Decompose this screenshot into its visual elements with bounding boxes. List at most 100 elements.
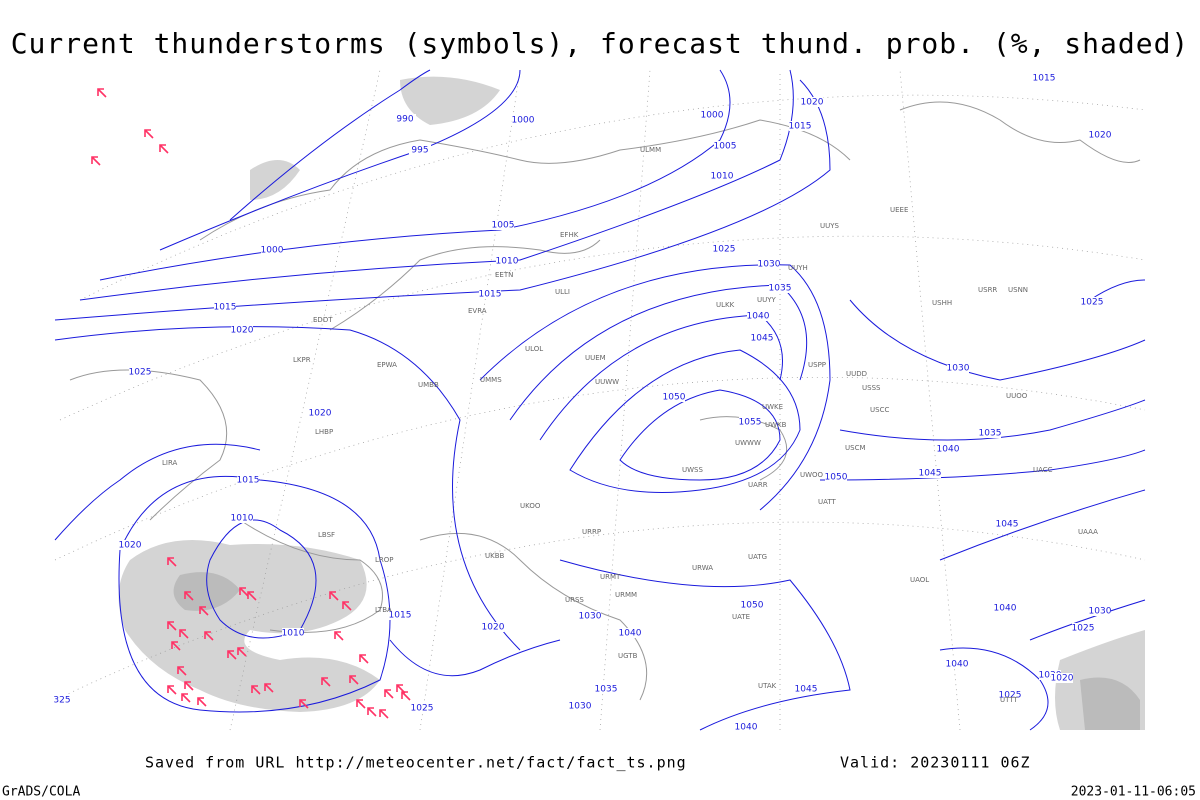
label-backdrop xyxy=(747,311,769,321)
thunderstorm-symbol xyxy=(144,129,154,139)
valid-time: Valid: 20230111 06Z xyxy=(840,754,1031,772)
station-label: UMBB xyxy=(418,381,439,389)
station-label: UUYY xyxy=(757,296,777,304)
thunderstorm-symbol xyxy=(227,650,237,660)
isobar xyxy=(839,399,1146,441)
grid-line xyxy=(899,69,961,731)
thunderstorm-symbol xyxy=(239,587,249,597)
thunderstorm-symbol xyxy=(181,693,191,703)
label-backdrop xyxy=(231,513,253,523)
label-backdrop xyxy=(411,703,433,713)
station-label: UWKB xyxy=(765,421,787,429)
isobar-label: 1025 xyxy=(713,245,736,255)
isobar-label: 1000 xyxy=(261,246,284,256)
station-label: EETN xyxy=(495,271,513,279)
station-label: UACC xyxy=(1033,466,1053,474)
isobar xyxy=(206,519,317,639)
label-backdrop xyxy=(1089,130,1111,140)
isobar-label: 1040 xyxy=(619,629,642,639)
label-backdrop xyxy=(214,302,236,312)
map-title: Current thunderstorms (symbols), forecas… xyxy=(11,27,1190,60)
isobar-label: 1030 xyxy=(1089,607,1112,617)
station-label: UARR xyxy=(748,481,768,489)
label-backdrop xyxy=(946,659,968,669)
label-backdrop xyxy=(479,289,501,299)
isobar-label: 1030 xyxy=(758,260,781,270)
station-label: LKPR xyxy=(293,356,311,364)
station-label: EVRA xyxy=(468,307,487,315)
isobar-label: 1015 xyxy=(789,122,812,132)
isobar-label: 1030 xyxy=(1039,671,1062,681)
coastlines xyxy=(69,101,1141,701)
isobar-label: 1025 xyxy=(1072,624,1095,634)
label-backdrop xyxy=(261,245,283,255)
isobar-label: 1025 xyxy=(1081,298,1104,308)
isobar-label: 1015 xyxy=(1033,74,1056,84)
isobar xyxy=(118,475,391,713)
station-label: UUOO xyxy=(1006,392,1028,400)
isobar-label: 1025 xyxy=(411,704,434,714)
station-labels: ULMM ULLI ULOL UUEM UUWW UUYY UUYH ULKK UUYS USSS… xyxy=(162,146,1098,704)
isobar-label: 1025 xyxy=(129,368,152,378)
isobar xyxy=(849,299,1146,381)
isobar-label: 1030 xyxy=(579,612,602,622)
isobar-label: 1015 xyxy=(214,303,237,313)
thunderstorm-symbol xyxy=(342,601,352,611)
station-label: USCC xyxy=(870,406,889,414)
label-backdrop xyxy=(979,428,1001,438)
label-backdrop xyxy=(492,220,514,230)
isobar-label: 1015 xyxy=(237,476,260,486)
thunderstorm-symbol xyxy=(359,654,369,664)
shade xyxy=(400,76,500,125)
isobar-label: 1040 xyxy=(946,660,969,670)
isobar-label: 1020 xyxy=(1051,674,1074,684)
isobar-label: 1050 xyxy=(663,393,686,403)
station-label: UUWW xyxy=(595,378,619,386)
station-label: UWKE xyxy=(762,403,783,411)
label-backdrop xyxy=(701,110,723,120)
isobar xyxy=(54,79,831,321)
isobar-label: 990 xyxy=(396,115,413,125)
isobar-label: 1005 xyxy=(714,142,737,152)
isobar-label: 1015 xyxy=(389,611,412,621)
thunderstorm-symbol xyxy=(159,144,169,154)
station-label: USHH xyxy=(932,299,952,307)
isobar-label: 1020 xyxy=(309,409,332,419)
isobar-label: 1020 xyxy=(801,98,824,108)
station-label: UATE xyxy=(732,613,750,621)
isobar xyxy=(389,639,561,677)
label-backdrop xyxy=(919,468,941,478)
label-backdrop xyxy=(999,690,1021,700)
isobar-label: 1040 xyxy=(994,604,1017,614)
thunderstorm-symbol xyxy=(379,709,389,719)
isobar xyxy=(79,69,794,301)
station-label: ULKK xyxy=(716,301,735,309)
shade xyxy=(250,160,300,200)
isobar-label: 1035 xyxy=(979,429,1002,439)
thunderstorm-symbol xyxy=(97,88,107,98)
probability-shading-dark xyxy=(173,572,1140,730)
station-label: LIRA xyxy=(162,459,178,467)
isobar-label: 1010 xyxy=(496,257,519,267)
station-label: UUYS xyxy=(820,222,840,230)
thunderstorm-symbol xyxy=(199,606,209,616)
label-backdrop xyxy=(711,171,733,181)
label-backdrop xyxy=(758,259,780,269)
station-label: LROP xyxy=(375,556,394,564)
thunderstorm-symbol xyxy=(356,699,366,709)
isobar xyxy=(509,284,808,421)
isobar-label: 1025 xyxy=(999,691,1022,701)
thunderstorm-symbol xyxy=(171,641,181,651)
label-backdrop xyxy=(119,540,141,550)
isobar-label: 1050 xyxy=(741,601,764,611)
thunderstorm-symbol xyxy=(251,685,261,695)
isobar-label: 1040 xyxy=(735,723,758,733)
thunderstorm-symbol xyxy=(91,156,101,166)
label-backdrop xyxy=(947,363,969,373)
label-backdrop xyxy=(795,684,817,694)
isobar-labels: 990 995 1000 1000 1005 1010 1005 1000 1010 1015 10… xyxy=(51,73,1112,733)
isobar-label: 1045 xyxy=(996,520,1019,530)
station-label: UTAK xyxy=(758,682,777,690)
